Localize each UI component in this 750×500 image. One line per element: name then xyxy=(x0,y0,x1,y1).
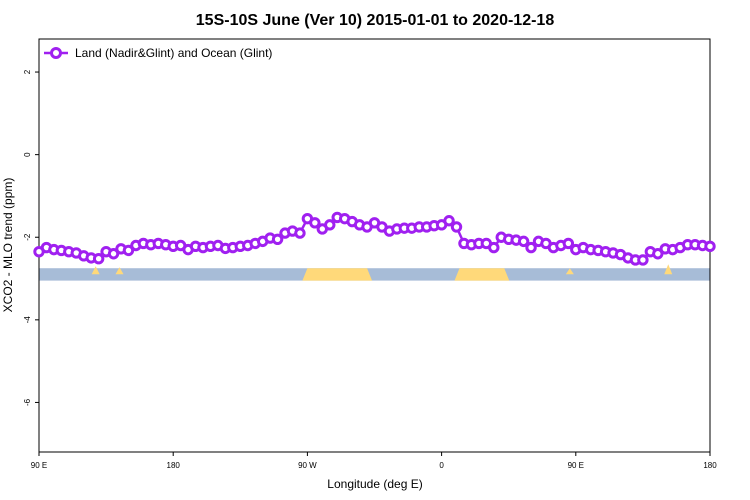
data-point xyxy=(488,241,500,254)
data-point xyxy=(450,221,463,233)
land-region-1 xyxy=(454,268,510,281)
legend-marker xyxy=(50,47,62,59)
data-point xyxy=(652,248,664,260)
y-axis-label: XCO2 - MLO trend (ppm) xyxy=(1,178,15,313)
y-axis: 2 0 -2 -4 -6 xyxy=(23,69,39,406)
data-point xyxy=(92,253,105,265)
legend: Land (Nadir&Glint) and Ocean (Glint) xyxy=(44,46,272,60)
land-spike-0 xyxy=(91,266,100,275)
data-point xyxy=(704,240,716,253)
y-tick-label-2: -2 xyxy=(23,233,32,241)
y-tick-label-4: -6 xyxy=(23,398,32,406)
y-tick-label-1: 0 xyxy=(23,152,32,157)
data-point xyxy=(122,244,135,257)
y-tick-label-0: 2 xyxy=(23,69,32,74)
data-point xyxy=(443,215,455,227)
data-point xyxy=(517,235,530,248)
x-axis-label: Longitude (deg E) xyxy=(327,477,422,491)
x-tick-label-3: 0 xyxy=(439,461,444,470)
land-spike-1 xyxy=(664,264,673,275)
data-point xyxy=(562,237,575,250)
data-point xyxy=(637,254,649,266)
x-axis: 90 E 180 90 W 0 90 E 180 xyxy=(31,452,717,470)
surface-band xyxy=(39,264,710,281)
data-point xyxy=(525,241,537,254)
data-point xyxy=(107,248,120,260)
x-tick-label-5: 180 xyxy=(703,461,717,470)
y-tick-label-3: -4 xyxy=(23,316,32,324)
ocean-band xyxy=(39,268,710,281)
land-spike-2 xyxy=(115,267,124,275)
x-tick-label-1: 180 xyxy=(167,461,181,470)
x-tick-label-0: 90 E xyxy=(31,461,47,470)
series-layer xyxy=(33,211,716,266)
x-tick-label-2: 90 W xyxy=(298,461,317,470)
chart-title: 15S-10S June (Ver 10) 2015-01-01 to 2020… xyxy=(196,12,555,29)
land-region-0 xyxy=(302,268,373,281)
data-point xyxy=(324,219,336,231)
x-tick-label-4: 90 E xyxy=(568,461,584,470)
data-point xyxy=(271,233,284,246)
data-point xyxy=(309,217,321,229)
land-spike-3 xyxy=(565,268,574,275)
data-point xyxy=(294,227,306,239)
legend-entry-label: Land (Nadir&Glint) and Ocean (Glint) xyxy=(75,46,272,60)
